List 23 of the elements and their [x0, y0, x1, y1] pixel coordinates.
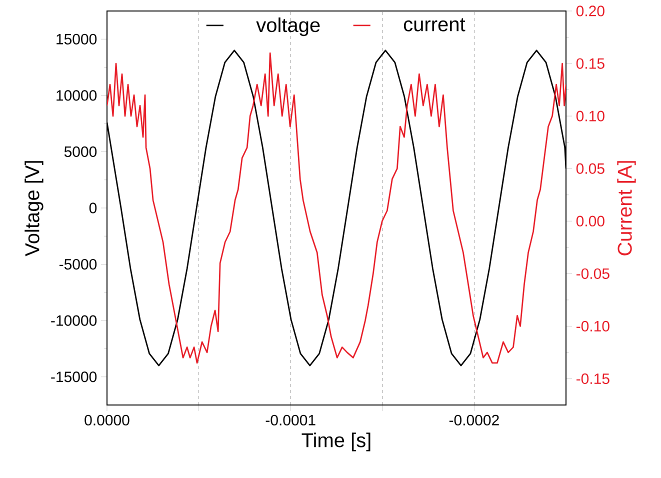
x-tick-label: 0.0000: [84, 414, 130, 426]
legend-label: current: [404, 18, 466, 32]
y-tick-label: 15000: [56, 34, 97, 44]
legend-label: voltage: [256, 17, 320, 36]
y2-tick-label: -0.05: [576, 268, 610, 279]
x-axis-title: Time [s]: [302, 432, 370, 452]
y-tick-label: 0: [89, 202, 97, 214]
y2-axis-title: Current [A]: [617, 161, 636, 256]
y-tick-label: 5000: [64, 146, 97, 158]
x-tick-label: -0.0002: [449, 414, 499, 426]
y2-tick-label: 0.20: [576, 6, 604, 16]
x-tick-label: -0.0001: [266, 414, 316, 426]
y-tick-label: 10000: [56, 90, 97, 101]
y2-tick-label: 0.15: [576, 58, 604, 69]
y2-tick-label: 0.10: [576, 110, 604, 122]
y-tick-label: -5000: [59, 258, 97, 270]
y2-tick-label: -0.10: [576, 320, 610, 332]
y2-tick-label: 0.05: [576, 163, 604, 174]
y-tick-label: -15000: [51, 372, 97, 382]
y-tick-label: -10000: [51, 315, 97, 326]
y2-tick-label: 0.00: [576, 216, 604, 226]
y2-tick-label: -0.15: [576, 373, 610, 384]
y-axis-title: Voltage [V]: [24, 161, 44, 256]
